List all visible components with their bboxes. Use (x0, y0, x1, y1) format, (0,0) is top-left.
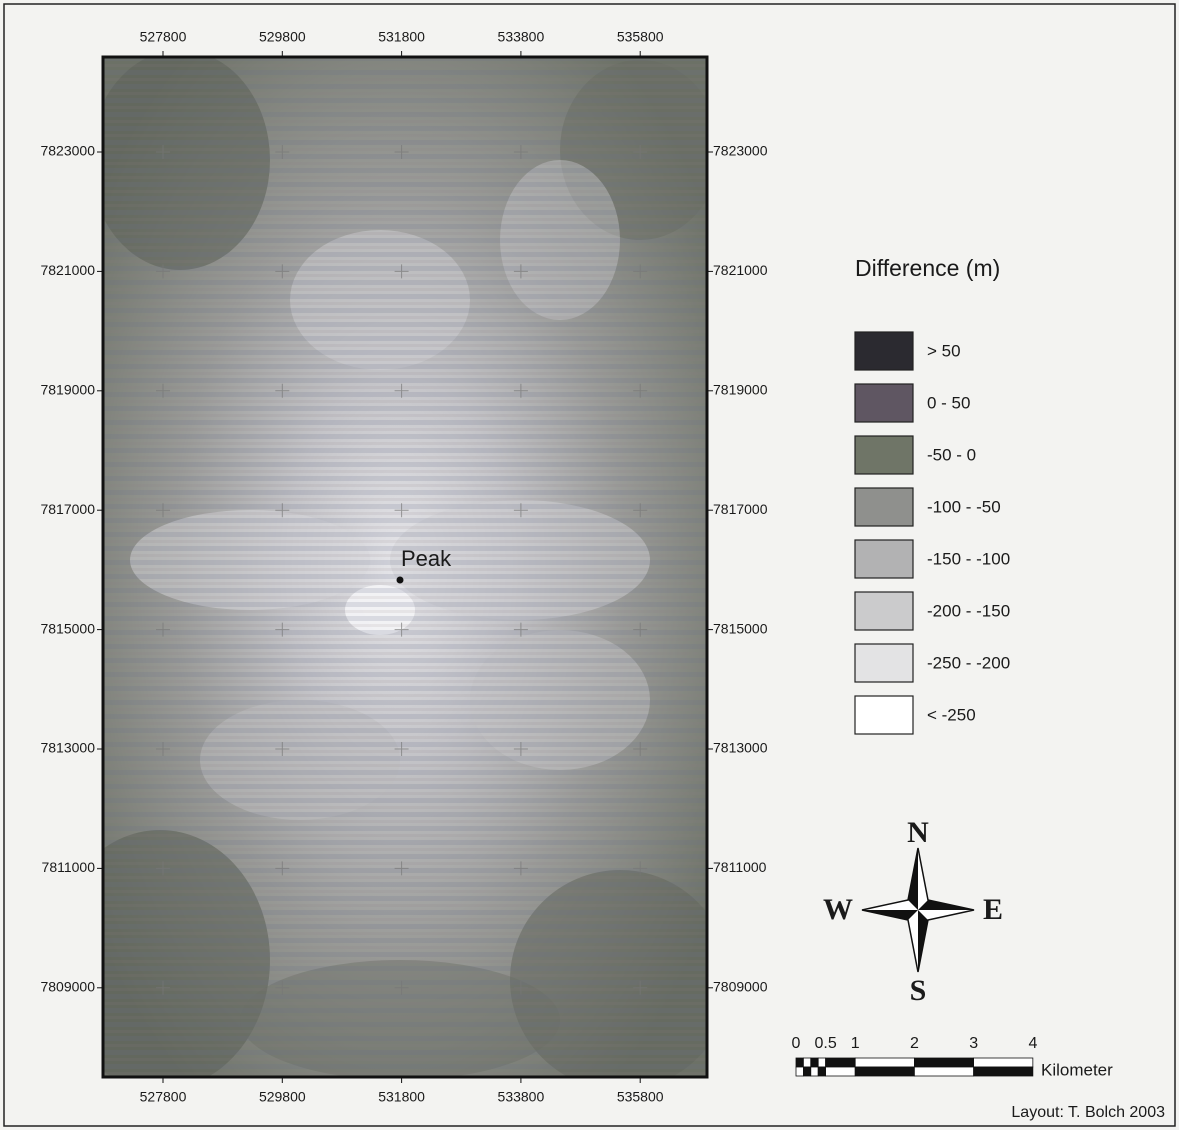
y-tick-label: 7817000 (40, 501, 95, 517)
y-tick-label: 7821000 (40, 262, 95, 278)
legend-swatch (855, 488, 913, 526)
scale-label: 0 (792, 1035, 801, 1052)
scale-segment (811, 1058, 818, 1067)
scale-label: 4 (1029, 1035, 1038, 1052)
x-tick-label: 527800 (140, 29, 187, 45)
x-tick-label: 533800 (498, 1089, 545, 1105)
y-tick-label: 7815000 (40, 620, 95, 636)
y-tick-label: 7809000 (40, 979, 95, 995)
peak-label: Peak (401, 546, 452, 571)
legend-swatch (855, 592, 913, 630)
compass-west: W (823, 893, 853, 926)
body: 527800 527800 529800 529800 531800 531800 5338… (0, 0, 1179, 1130)
y-tick-label: 7813000 (40, 740, 95, 756)
scale-segment (855, 1058, 914, 1067)
scale-label: 2 (910, 1035, 919, 1052)
legend-label: -150 - -100 (927, 549, 1010, 568)
scale-label: 0.5 (815, 1035, 837, 1052)
scale-segment (914, 1067, 973, 1076)
scale-segment (803, 1067, 810, 1076)
scale-segment (826, 1067, 856, 1076)
legend-swatch (855, 540, 913, 578)
y-tick-label: 7819000 (713, 382, 768, 398)
legend-label: > 50 (927, 341, 961, 360)
y-tick-label: 7815000 (713, 620, 768, 636)
scale-label: 1 (851, 1035, 860, 1052)
y-tick-label: 7819000 (40, 382, 95, 398)
x-tick-label: 527800 (140, 1089, 187, 1105)
y-tick-label: 7823000 (713, 143, 768, 159)
legend-title: Difference (m) (855, 255, 1000, 281)
scale-segment (796, 1058, 803, 1067)
legend-label: -100 - -50 (927, 497, 1001, 516)
scale-segment (914, 1058, 973, 1067)
page: Difference map {"map": {"x_ticks": [5278… (0, 0, 1179, 1130)
scale-unit: Kilometer (1041, 1060, 1113, 1079)
y-tick-label: 7811000 (42, 859, 96, 875)
compass-south: S (910, 974, 927, 1007)
y-tick-label: 7809000 (713, 979, 768, 995)
x-tick-label: 535800 (617, 1089, 664, 1105)
map-layout: 527800 527800 529800 529800 531800 531800 5338… (0, 0, 1179, 1130)
scale-segment (855, 1067, 914, 1076)
x-tick-label: 533800 (498, 29, 545, 45)
peak-marker (397, 577, 404, 584)
legend-swatch (855, 332, 913, 370)
x-tick-label: 531800 (378, 1089, 425, 1105)
scale-segment (974, 1058, 1033, 1067)
compass-shade (862, 848, 974, 972)
y-tick-label: 7817000 (713, 501, 768, 517)
map-image (50, 50, 730, 1090)
x-tick-label: 535800 (617, 29, 664, 45)
y-tick-label: 7813000 (713, 740, 768, 756)
legend-label: -200 - -150 (927, 601, 1010, 620)
scale-segment (974, 1067, 1033, 1076)
legend-label: -250 - -200 (927, 653, 1010, 672)
credit: Layout: T. Bolch 2003 (1011, 1104, 1165, 1121)
y-tick-label: 7823000 (40, 143, 95, 159)
legend-swatch (855, 696, 913, 734)
scale-segment (796, 1067, 803, 1076)
scale-segment (811, 1067, 818, 1076)
legend-label: 0 - 50 (927, 393, 970, 412)
scale-segment (818, 1058, 825, 1067)
x-tick-label: 531800 (378, 29, 425, 45)
compass-north: N (907, 816, 929, 849)
scale-segment (826, 1058, 856, 1067)
legend-swatch (855, 436, 913, 474)
scale-segment (803, 1058, 810, 1067)
scale-segment (818, 1067, 825, 1076)
compass-east: E (983, 893, 1003, 926)
y-tick-label: 7811000 (713, 859, 767, 875)
legend-swatch (855, 644, 913, 682)
x-tick-label: 529800 (259, 29, 306, 45)
scale-label: 3 (969, 1035, 978, 1052)
x-tick-label: 529800 (259, 1089, 306, 1105)
y-tick-label: 7821000 (713, 262, 768, 278)
legend-swatch (855, 384, 913, 422)
legend-label: < -250 (927, 705, 976, 724)
legend-label: -50 - 0 (927, 445, 976, 464)
